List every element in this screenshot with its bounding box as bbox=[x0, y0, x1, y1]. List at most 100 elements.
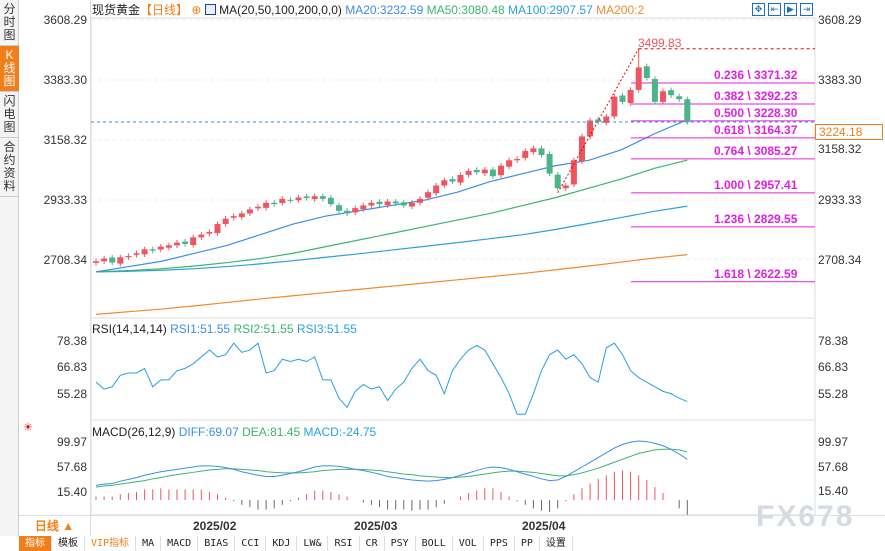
indicator-tab[interactable]: MA bbox=[136, 536, 162, 551]
chart-header: 现货黄金【日线】 ⊕ MA(20,50,100,200,0,0) MA20:32… bbox=[92, 3, 644, 17]
fib-level-label: 1.236 \ 2829.55 bbox=[714, 211, 798, 226]
tab-kline[interactable]: K线图 bbox=[0, 46, 19, 92]
zoom-range-icon[interactable]: ⇤ bbox=[768, 3, 781, 16]
candle-body bbox=[319, 196, 326, 199]
chart-canvas[interactable] bbox=[0, 0, 885, 515]
indicator-tab[interactable]: 模板 bbox=[52, 536, 85, 551]
candle-body bbox=[619, 95, 626, 102]
diff-value: DIFF:69.07 bbox=[178, 425, 239, 439]
candle-body bbox=[425, 192, 432, 198]
indicator-tab[interactable]: VIP指标 bbox=[85, 536, 137, 551]
ma100-line bbox=[95, 205, 688, 273]
indicator-tab[interactable]: VOL bbox=[453, 536, 484, 551]
add-icon[interactable]: ⊕ bbox=[191, 3, 202, 17]
current-price-tag: 3224.18 bbox=[815, 124, 883, 140]
candle-body bbox=[660, 91, 666, 102]
candle-body bbox=[157, 246, 164, 250]
macd-value: MACD:-24.75 bbox=[303, 425, 377, 439]
indicator-tab[interactable]: LW& bbox=[297, 536, 329, 551]
candle-body bbox=[327, 197, 334, 205]
ma50-line bbox=[95, 159, 688, 273]
period-button[interactable]: 日线 ▲ bbox=[19, 516, 91, 536]
candle-body bbox=[93, 261, 99, 263]
fib-level-label: 1.000 \ 2957.41 bbox=[714, 177, 798, 192]
fib-level-label: 0.382 \ 3292.23 bbox=[714, 88, 798, 103]
tab-flash[interactable]: 闪电图 bbox=[0, 92, 19, 138]
watermark-logo: FX678 bbox=[756, 500, 855, 533]
diff-line bbox=[95, 440, 688, 486]
crosshair-icon[interactable]: ✥ bbox=[752, 3, 765, 16]
candle-body bbox=[441, 180, 448, 186]
indicator-tab[interactable]: RSI bbox=[328, 536, 360, 551]
candle-body bbox=[271, 202, 278, 205]
play-icon[interactable]: ▶ bbox=[784, 3, 797, 16]
rsi-axis-label: 66.83 bbox=[56, 360, 87, 374]
ma20-line bbox=[95, 119, 688, 273]
indicator-tab[interactable]: MACD bbox=[161, 536, 199, 551]
rsi3-value: RSI3:51.55 bbox=[296, 322, 357, 336]
indicator-tab[interactable]: 指标 bbox=[19, 536, 52, 551]
candle-body bbox=[538, 148, 545, 156]
candle-body bbox=[198, 234, 205, 238]
candle-body bbox=[352, 208, 359, 213]
candle-body bbox=[449, 179, 456, 182]
candle-body bbox=[514, 158, 521, 161]
indicator-tab[interactable]: PSY bbox=[385, 536, 416, 551]
candle-body bbox=[433, 185, 440, 194]
fib-level-label: 0.236 \ 3371.32 bbox=[714, 67, 798, 82]
rsi-title: RSI(14,14,14) bbox=[92, 322, 167, 336]
candle-body bbox=[530, 148, 537, 153]
macd-title: MACD(26,12,9) bbox=[92, 425, 176, 439]
axis-label-right: 3158.32 bbox=[818, 142, 862, 156]
candle-body bbox=[182, 241, 189, 244]
candle-body bbox=[546, 153, 553, 174]
indicator-tab[interactable]: PP bbox=[515, 536, 540, 551]
indicator-tab[interactable]: KDJ bbox=[266, 536, 298, 551]
tab-intraday[interactable]: 分时图 bbox=[0, 0, 19, 46]
candle-body bbox=[376, 201, 383, 205]
candle-body bbox=[109, 257, 116, 263]
candle-body bbox=[603, 116, 610, 123]
candle-body bbox=[668, 90, 675, 96]
exit-icon[interactable]: ⇥ bbox=[800, 3, 813, 16]
tab-contract-info[interactable]: 合约资料 bbox=[0, 138, 19, 197]
candle-body bbox=[627, 89, 634, 103]
indicator-tab[interactable]: CCI bbox=[235, 536, 267, 551]
panel-frame bbox=[90, 419, 816, 515]
period-label: 【日线】 bbox=[140, 3, 189, 17]
candle-body bbox=[125, 255, 132, 258]
peak-label: 3499.83 bbox=[638, 36, 682, 50]
ma200-line bbox=[95, 254, 688, 315]
candle-body bbox=[506, 160, 513, 167]
rsi-axis-label: 55.28 bbox=[56, 387, 87, 401]
candle-body bbox=[498, 165, 504, 176]
candle-body bbox=[643, 66, 650, 78]
indicator-tab[interactable]: PPS bbox=[484, 536, 515, 551]
candle-body bbox=[595, 119, 602, 122]
indicator-tab[interactable]: 设置 bbox=[540, 536, 573, 551]
sun-icon[interactable]: ☀ bbox=[23, 422, 33, 434]
macd-axis-label: 57.68 bbox=[56, 460, 87, 474]
candle-body bbox=[311, 196, 318, 200]
ma20-value: MA20:3232.59 bbox=[345, 3, 424, 17]
candle-body bbox=[206, 232, 213, 234]
ma50-value: MA50:3080.48 bbox=[426, 3, 505, 17]
candle-body bbox=[287, 199, 294, 201]
axis-label-right: 2708.34 bbox=[818, 253, 862, 267]
axis-label: 2933.33 bbox=[43, 193, 87, 207]
indicator-tab[interactable]: BOLL bbox=[416, 536, 453, 551]
candle-body bbox=[149, 249, 156, 251]
indicator-tab[interactable]: BIAS bbox=[198, 536, 236, 551]
macd-axis-label-right: 57.68 bbox=[818, 460, 849, 474]
chart-toolbar: ✥ ⇤ ▶ ⇥ bbox=[752, 3, 813, 16]
ma-chart-icon[interactable] bbox=[204, 4, 216, 15]
indicator-tab[interactable]: CR bbox=[360, 536, 385, 551]
macd-axis-label-right: 15.40 bbox=[818, 484, 849, 498]
macd-axis-label-right: 99.97 bbox=[818, 435, 849, 449]
candle-body bbox=[392, 201, 399, 204]
candle-body bbox=[473, 169, 480, 173]
candle-body bbox=[336, 205, 342, 211]
instrument-title: 现货黄金 bbox=[92, 3, 141, 17]
candle-body bbox=[400, 202, 407, 206]
candle-body bbox=[279, 198, 286, 204]
